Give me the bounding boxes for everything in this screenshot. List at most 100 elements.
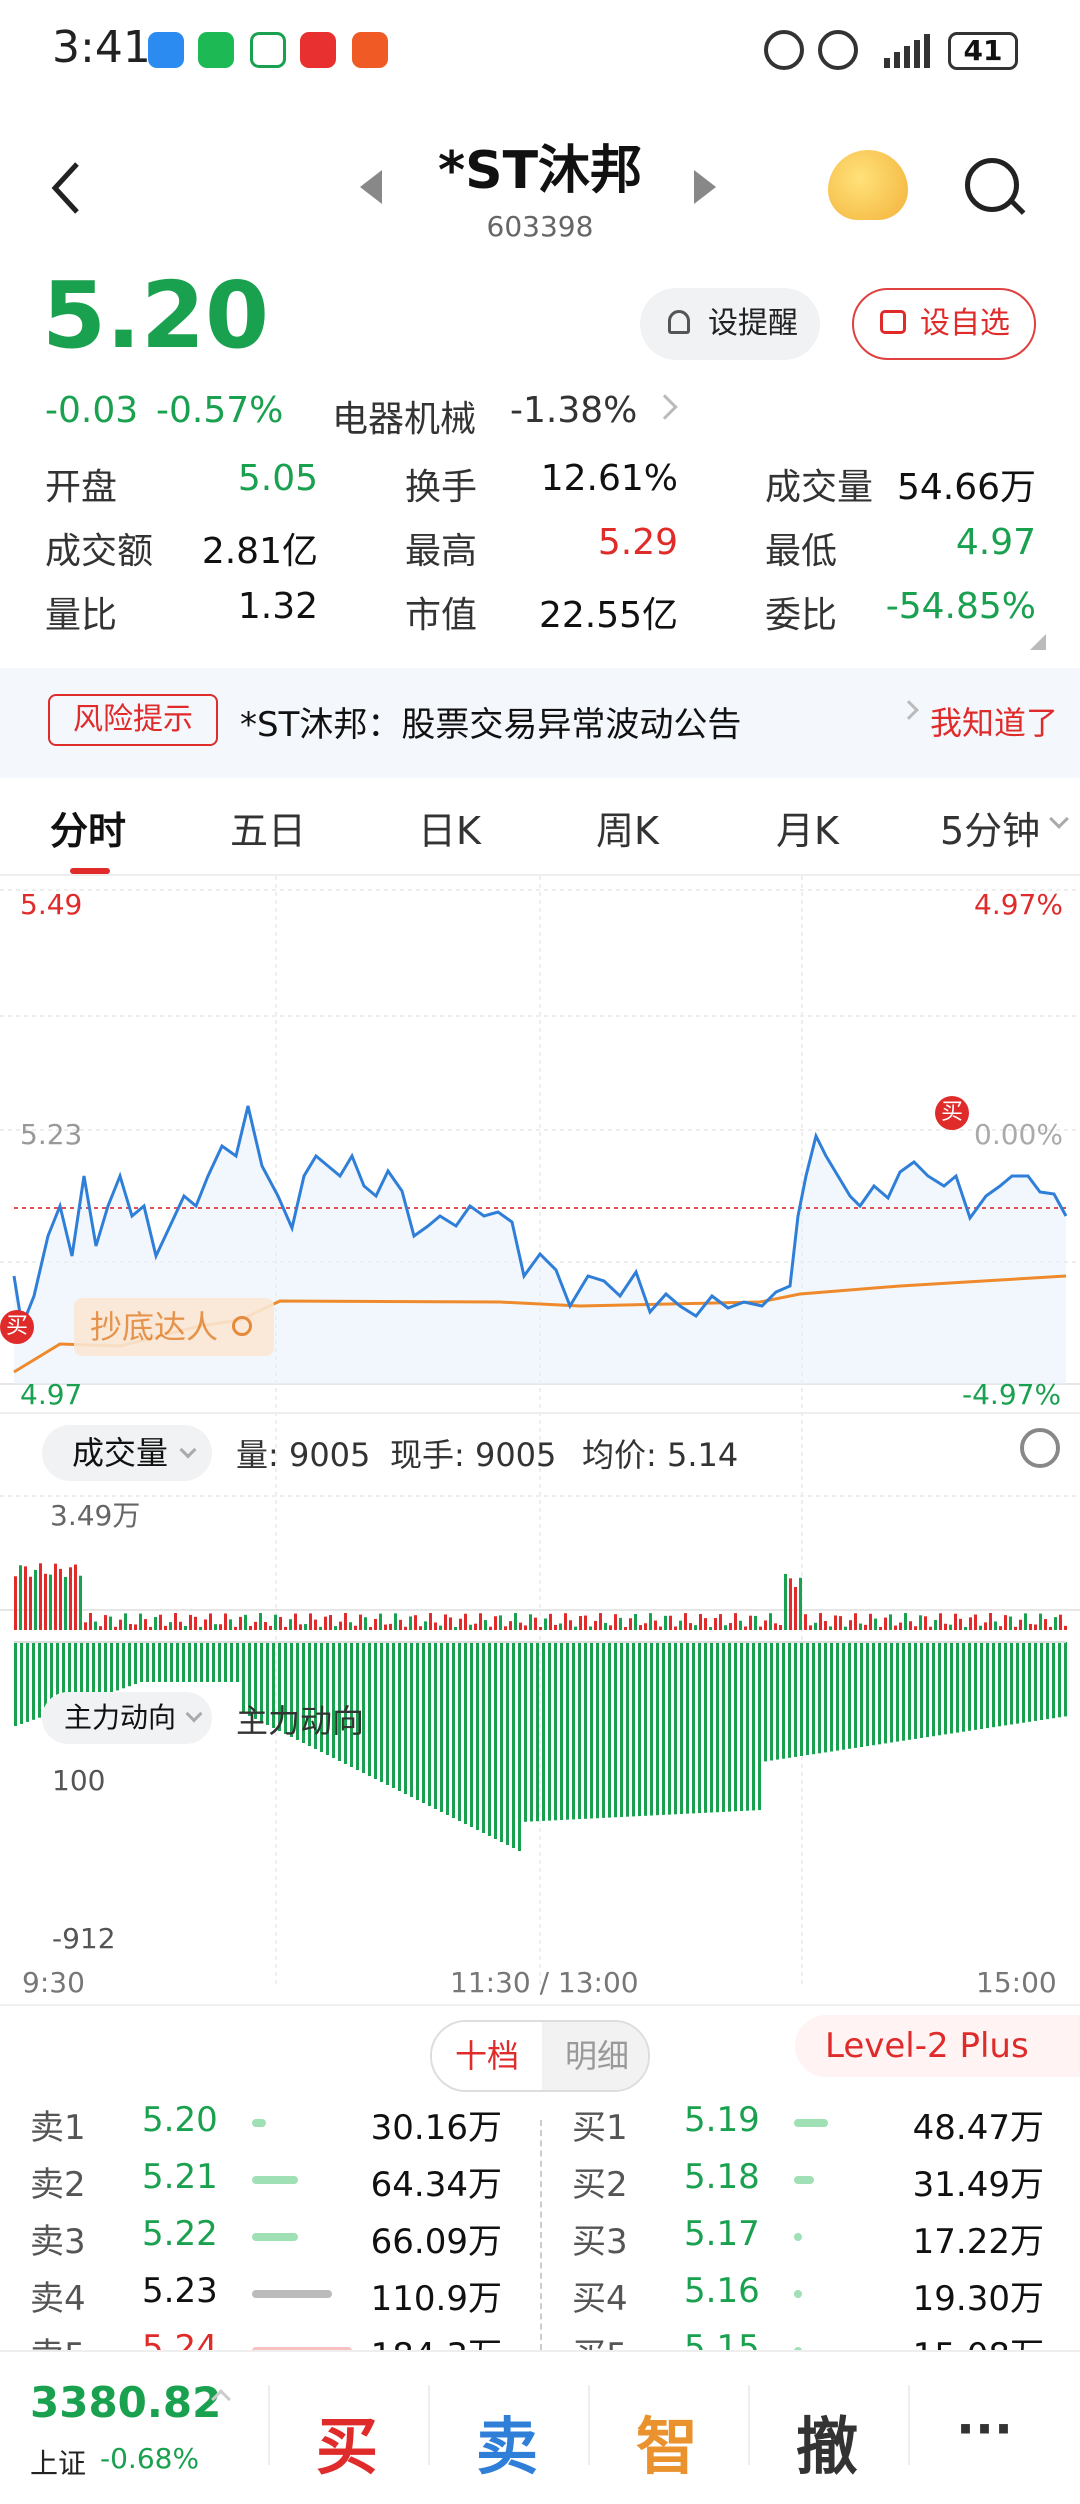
volume-bar — [729, 1623, 732, 1630]
level2-plus-button[interactable]: Level-2 Plus — [795, 2015, 1080, 2077]
volume-bar — [644, 1623, 647, 1630]
back-button[interactable] — [45, 158, 95, 218]
volume-bar — [974, 1614, 977, 1630]
volume-bar — [309, 1613, 312, 1630]
volume-bar — [449, 1617, 452, 1630]
tab-5min[interactable]: 5分钟 — [940, 809, 1041, 853]
settings-icon[interactable] — [1020, 1428, 1060, 1468]
intraday-chart[interactable] — [0, 876, 1080, 1986]
dismiss-notice-button[interactable]: 我知道了 — [930, 704, 1059, 742]
tab-details[interactable]: 明细 — [542, 2022, 648, 2090]
index-value[interactable]: 3380.82 — [30, 2378, 222, 2427]
sell-level-price[interactable]: 5.22 — [142, 2214, 218, 2254]
tab-weekly-k[interactable]: 周K — [596, 809, 659, 853]
flow-bar — [272, 1642, 275, 1728]
flow-bar — [998, 1642, 1001, 1727]
tab-daily-k[interactable]: 日K — [418, 809, 481, 853]
set-alert-button[interactable]: 设提醒 — [640, 288, 820, 360]
flow-indicator-select[interactable]: 主力动向 — [42, 1692, 212, 1744]
volume-bar — [939, 1613, 942, 1630]
divider — [428, 2385, 430, 2465]
sell-button[interactable]: 卖 — [476, 2410, 539, 2483]
sector-pct[interactable]: -1.38% — [510, 390, 638, 431]
sector-name[interactable]: 电器机械 — [332, 399, 477, 440]
message-app-icon — [148, 32, 184, 68]
flow-bar — [254, 1642, 257, 1719]
watchlist-icon — [880, 310, 906, 334]
flow-bar — [692, 1642, 695, 1814]
flow-bar — [560, 1642, 563, 1820]
flow-bar — [836, 1642, 839, 1751]
volume-bar — [49, 1574, 52, 1630]
chevron-down-icon[interactable] — [1049, 809, 1069, 829]
volume-indicator-select[interactable]: 成交量 — [42, 1425, 212, 1481]
volume-bar — [439, 1625, 442, 1630]
smart-button[interactable]: 智 — [636, 2410, 699, 2483]
volume-bar — [184, 1626, 187, 1630]
buy-level-price[interactable]: 5.19 — [684, 2100, 760, 2140]
tab-five-day[interactable]: 五日 — [230, 809, 307, 853]
flow-bar — [398, 1642, 401, 1791]
cancel-button[interactable]: 撤 — [796, 2410, 859, 2483]
volume-bar — [389, 1623, 392, 1630]
flow-bar — [20, 1642, 23, 1724]
bottom-fishing-badge[interactable]: 抄底达人 — [74, 1298, 274, 1356]
buy-level-price[interactable]: 5.18 — [684, 2157, 760, 2197]
flow-bar — [626, 1642, 629, 1817]
flow-bar — [848, 1642, 851, 1749]
flow-bar — [104, 1642, 107, 1695]
buy-button[interactable]: 买 — [316, 2410, 379, 2483]
volume-bar — [189, 1614, 192, 1630]
risk-notice-bar[interactable] — [0, 668, 1080, 778]
tab-ten-levels[interactable]: 十档 — [432, 2022, 542, 2090]
flow-max-label: 100 — [52, 1764, 106, 1797]
flow-bar — [872, 1642, 875, 1746]
buy-marker[interactable]: 买 — [935, 1096, 969, 1130]
price-change-pct: -0.57% — [156, 390, 284, 431]
flow-bar — [698, 1642, 701, 1814]
flow-bar — [896, 1642, 899, 1742]
add-watchlist-button[interactable]: 设自选 — [852, 288, 1036, 360]
volume-bar — [174, 1613, 177, 1630]
depth-bar — [794, 2176, 814, 2184]
sell-level-price[interactable]: 5.21 — [142, 2157, 218, 2197]
finance-app-icon — [250, 32, 286, 68]
volume-bar — [434, 1622, 437, 1630]
sell-level-price[interactable]: 5.20 — [142, 2100, 218, 2140]
buy-level-price[interactable]: 5.16 — [684, 2271, 760, 2311]
volume-bar — [139, 1613, 142, 1630]
video-app-icon — [300, 32, 336, 68]
notice-text[interactable]: *ST沐邦：股票交易异常波动公告 — [240, 705, 742, 745]
volume-bar — [889, 1614, 892, 1630]
more-button[interactable]: ··· — [956, 2400, 1013, 2458]
buy-marker[interactable]: 买 — [0, 1310, 34, 1344]
flow-bar — [884, 1642, 887, 1744]
flow-bar — [1046, 1642, 1049, 1720]
next-stock-arrow-icon[interactable] — [694, 170, 716, 204]
volume-bar — [344, 1613, 347, 1630]
tab-monthly-k[interactable]: 月K — [776, 809, 839, 853]
volume-bar — [719, 1614, 722, 1630]
prev-stock-arrow-icon[interactable] — [360, 170, 382, 204]
volume-bar — [374, 1618, 377, 1630]
quote-field-value: -54.85% — [885, 586, 1036, 627]
sell-level-label: 卖3 — [30, 2222, 86, 2262]
volume-bar — [479, 1613, 482, 1630]
buy-level-price[interactable]: 5.17 — [684, 2214, 760, 2254]
volume-bar — [744, 1626, 747, 1630]
expand-corner-icon[interactable] — [1030, 634, 1046, 650]
time-start-label: 9:30 — [22, 1966, 85, 1999]
mascot-icon[interactable] — [828, 150, 908, 220]
sell-level-price[interactable]: 5.23 — [142, 2271, 218, 2311]
news-app-icon — [352, 32, 388, 68]
flow-bar — [470, 1642, 473, 1827]
tab-intraday[interactable]: 分时 — [50, 809, 127, 853]
speed-icon — [764, 30, 804, 70]
search-icon[interactable] — [965, 158, 1019, 212]
index-pct: -0.68% — [100, 2442, 200, 2475]
battery-icon: 41 — [948, 32, 1018, 70]
share-icon[interactable] — [232, 1316, 252, 1336]
depth-bar — [252, 2290, 332, 2298]
flow-bar — [1052, 1642, 1055, 1719]
flow-bar — [56, 1642, 59, 1712]
